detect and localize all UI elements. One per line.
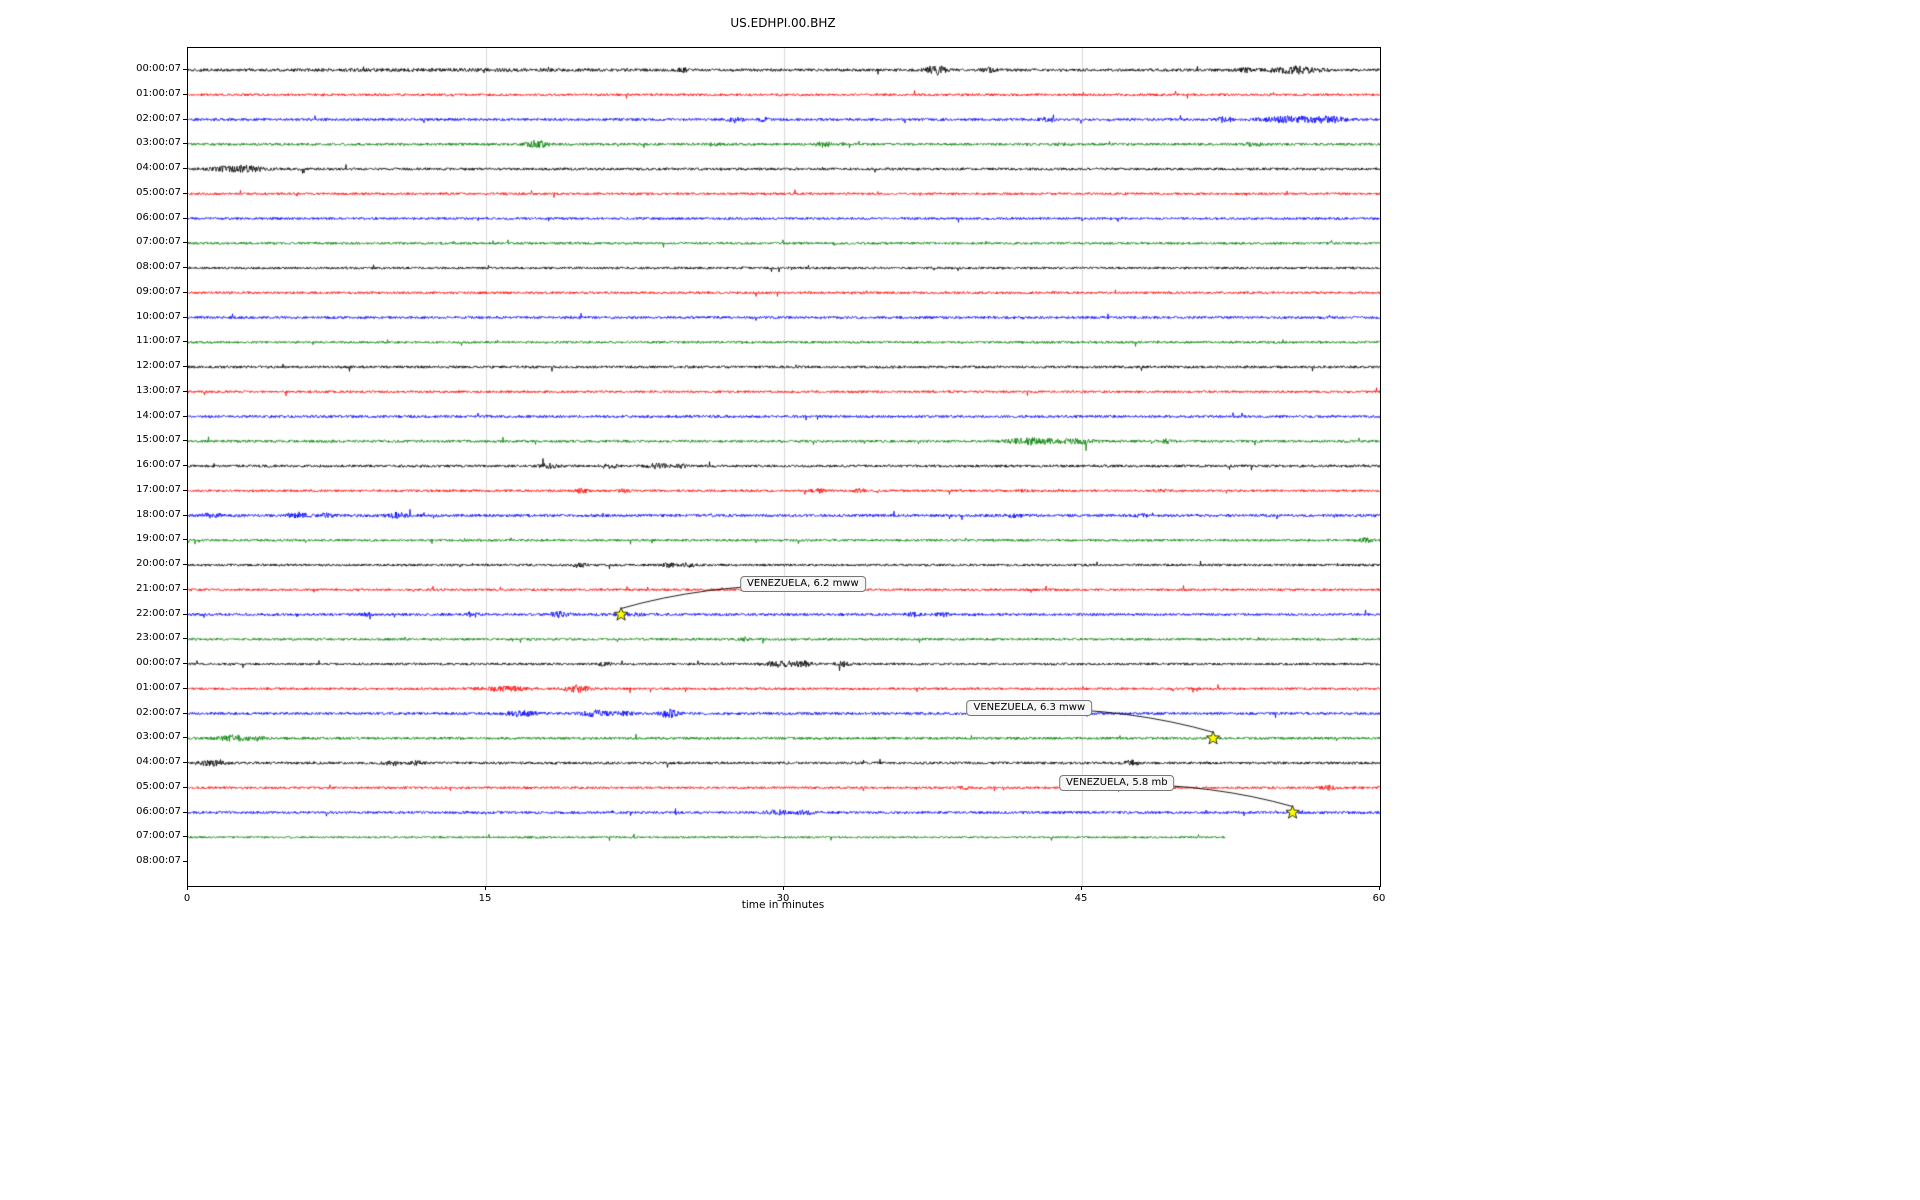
y-tick-mark — [183, 143, 187, 144]
y-tick-mark — [183, 762, 187, 763]
y-tick-label: 19:00:07 — [136, 533, 181, 545]
y-tick-label: 10:00:07 — [136, 310, 181, 322]
y-tick-label: 01:00:07 — [136, 681, 181, 693]
y-tick-mark — [183, 391, 187, 392]
y-tick-mark — [183, 317, 187, 318]
y-tick-mark — [183, 663, 187, 664]
y-tick-label: 03:00:07 — [136, 137, 181, 149]
y-tick-label: 04:00:07 — [136, 162, 181, 173]
y-tick-label: 21:00:07 — [136, 582, 181, 594]
y-tick-label: 03:00:07 — [136, 731, 181, 743]
y-tick-mark — [183, 94, 187, 95]
x-tick-label: 45 — [1074, 893, 1088, 904]
y-tick-mark — [183, 515, 187, 516]
x-tick-mark — [1081, 886, 1082, 890]
y-tick-label: 17:00:07 — [136, 483, 181, 495]
chart-title: US.EDHPI.00.BHZ — [730, 16, 836, 30]
event-label: VENEZUELA, 6.3 mww — [966, 699, 1093, 716]
y-tick-mark — [183, 490, 187, 491]
y-tick-label: 05:00:07 — [136, 780, 181, 792]
y-tick-label: 08:00:07 — [136, 855, 181, 866]
x-tick-label: 0 — [183, 893, 191, 904]
y-tick-label: 04:00:07 — [136, 756, 181, 767]
y-tick-mark — [183, 416, 187, 417]
y-tick-label: 06:00:07 — [136, 805, 181, 817]
y-tick-mark — [183, 218, 187, 219]
y-tick-label: 07:00:07 — [136, 236, 181, 248]
y-tick-mark — [183, 119, 187, 120]
y-tick-label: 01:00:07 — [136, 87, 181, 99]
x-axis-title: time in minutes — [741, 899, 825, 911]
y-tick-label: 05:00:07 — [136, 186, 181, 198]
y-tick-label: 15:00:07 — [136, 434, 181, 446]
plot-area — [187, 47, 1381, 887]
y-tick-label: 07:00:07 — [136, 830, 181, 842]
y-tick-mark — [183, 465, 187, 466]
event-label: VENEZUELA, 6.2 mww — [740, 575, 866, 592]
y-tick-mark — [183, 688, 187, 689]
event-label: VENEZUELA, 5.8 mb — [1058, 775, 1175, 792]
y-tick-label: 02:00:07 — [136, 706, 181, 718]
y-tick-label: 13:00:07 — [136, 384, 181, 396]
y-tick-mark — [183, 638, 187, 639]
seismogram-canvas — [188, 48, 1380, 886]
y-tick-label: 16:00:07 — [136, 459, 181, 470]
y-tick-label: 18:00:07 — [136, 508, 181, 520]
y-tick-mark — [183, 292, 187, 293]
y-tick-mark — [183, 614, 187, 615]
x-tick-mark — [187, 886, 188, 890]
y-tick-label: 00:00:07 — [136, 657, 181, 668]
y-tick-mark — [183, 539, 187, 540]
y-tick-mark — [183, 589, 187, 590]
y-tick-mark — [183, 242, 187, 243]
y-tick-label: 06:00:07 — [136, 211, 181, 223]
y-tick-mark — [183, 836, 187, 837]
x-tick-label: 15 — [478, 893, 492, 904]
y-tick-label: 08:00:07 — [136, 261, 181, 272]
y-tick-mark — [183, 564, 187, 565]
x-tick-mark — [485, 886, 486, 890]
y-tick-label: 20:00:07 — [136, 558, 181, 569]
y-tick-mark — [183, 440, 187, 441]
y-tick-mark — [183, 193, 187, 194]
y-tick-mark — [183, 713, 187, 714]
x-tick-mark — [1379, 886, 1380, 890]
y-tick-mark — [183, 69, 187, 70]
x-tick-label: 30 — [776, 893, 790, 904]
y-tick-mark — [183, 812, 187, 813]
y-tick-label: 23:00:07 — [136, 632, 181, 644]
y-tick-label: 22:00:07 — [136, 607, 181, 619]
y-tick-label: 12:00:07 — [136, 360, 181, 371]
x-tick-label: 60 — [1372, 893, 1386, 904]
x-tick-mark — [783, 886, 784, 890]
y-tick-mark — [183, 861, 187, 862]
y-tick-mark — [183, 787, 187, 788]
y-tick-label: 11:00:07 — [136, 335, 181, 347]
y-tick-label: 09:00:07 — [136, 285, 181, 297]
y-tick-mark — [183, 341, 187, 342]
y-tick-mark — [183, 737, 187, 738]
y-tick-label: 02:00:07 — [136, 112, 181, 124]
y-tick-mark — [183, 168, 187, 169]
y-tick-mark — [183, 267, 187, 268]
y-tick-mark — [183, 366, 187, 367]
y-tick-label: 00:00:07 — [136, 63, 181, 74]
y-tick-label: 14:00:07 — [136, 409, 181, 421]
